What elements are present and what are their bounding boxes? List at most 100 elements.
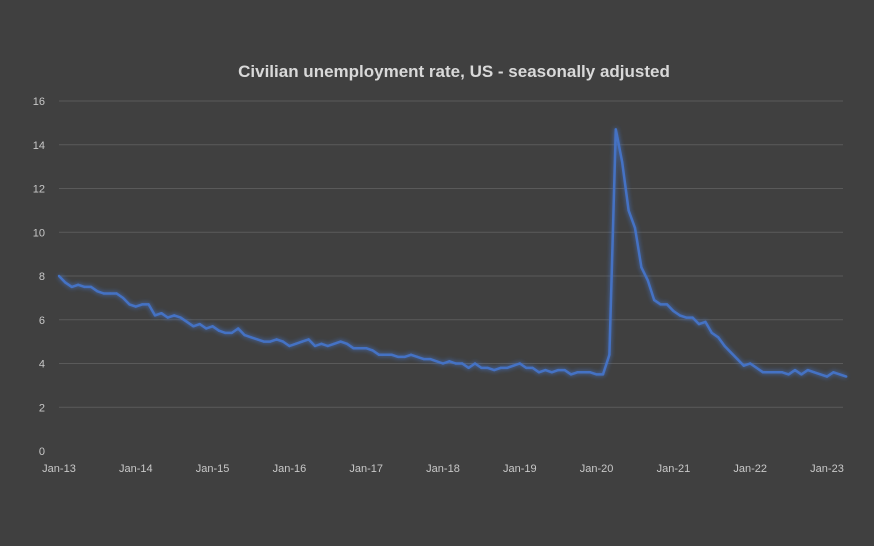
data-point [429, 357, 432, 361]
data-point [173, 314, 176, 317]
data-point [77, 283, 80, 286]
data-point [531, 366, 534, 370]
data-point [806, 368, 809, 372]
data-point [755, 366, 758, 370]
data-point [544, 368, 547, 372]
data-point [601, 373, 605, 376]
data-point [825, 375, 829, 378]
data-point [102, 292, 106, 295]
data-point [160, 312, 163, 315]
x-tick-label: Jan-21 [657, 463, 691, 475]
data-point [294, 342, 297, 345]
data-point [269, 340, 272, 343]
data-point [653, 298, 656, 302]
x-tick-label: Jan-16 [273, 463, 307, 475]
data-point [352, 347, 355, 350]
data-point [838, 373, 841, 376]
data-point [678, 314, 681, 317]
data-point [467, 366, 470, 370]
data-point [691, 316, 694, 319]
data-point [205, 327, 208, 330]
data-point [461, 362, 464, 365]
data-point [537, 371, 541, 374]
data-point [409, 353, 413, 356]
x-axis-ticks: Jan-13 Jan-14 Jan-15 Jan-16 Jan-17 Jan-18 Jan-… [42, 463, 844, 475]
data-point [499, 366, 502, 370]
data-point [793, 368, 797, 372]
x-tick-label: Jan-20 [580, 463, 614, 475]
data-point [672, 309, 675, 313]
data-point [224, 331, 227, 335]
data-point [249, 336, 253, 339]
data-point [685, 316, 688, 319]
data-point [435, 360, 438, 363]
data-point [339, 340, 342, 343]
data-point [217, 329, 221, 332]
data-point [384, 353, 387, 356]
data-point [550, 371, 553, 374]
data-point [377, 353, 381, 356]
data-point [192, 325, 195, 328]
data-point [729, 351, 733, 354]
data-point [473, 362, 477, 365]
data-point [121, 296, 125, 300]
data-point [198, 322, 201, 326]
data-point [633, 226, 637, 230]
data-point [717, 336, 720, 339]
data-point [358, 347, 361, 350]
y-tick-label: 8 [39, 271, 45, 283]
data-point [608, 353, 611, 356]
unemployment-rate-line [58, 128, 847, 378]
data-point [57, 274, 61, 278]
data-point [512, 364, 515, 367]
data-point [147, 303, 150, 306]
data-point [281, 340, 285, 343]
x-tick-label: Jan-17 [349, 463, 383, 475]
data-point [83, 285, 86, 289]
data-point [237, 327, 240, 330]
chart-title: Civilian unemployment rate, US - seasona… [238, 62, 670, 81]
data-point [109, 292, 112, 295]
data-point [115, 292, 118, 295]
data-point [454, 362, 457, 365]
x-tick-label: Jan-14 [119, 463, 153, 475]
data-point [365, 347, 368, 350]
data-point [646, 279, 649, 282]
x-tick-label: Jan-19 [503, 463, 537, 475]
data-point [749, 362, 752, 365]
data-point [736, 357, 739, 361]
data-point [326, 344, 329, 348]
data-point [659, 303, 662, 306]
data-point [307, 338, 310, 341]
data-point [141, 303, 144, 306]
data-point [761, 371, 765, 374]
data-point [819, 373, 822, 376]
data-point [313, 344, 317, 348]
data-point [179, 316, 182, 319]
data-point [768, 371, 771, 374]
y-tick-label: 2 [39, 402, 45, 414]
data-point [813, 371, 816, 374]
data-point [128, 303, 131, 306]
data-point [665, 303, 669, 306]
data-point [621, 161, 624, 164]
data-point [441, 362, 445, 365]
data-point [627, 209, 630, 212]
data-point [640, 266, 643, 269]
x-tick-label: Jan-18 [426, 463, 460, 475]
data-point [211, 325, 214, 328]
data-point [153, 314, 157, 317]
data-point [448, 360, 451, 363]
data-point [569, 373, 573, 376]
data-point [134, 305, 137, 308]
data-point [422, 357, 425, 361]
data-point [710, 331, 713, 335]
y-axis-ticks: 0 2 4 6 8 10 12 14 16 [33, 96, 45, 458]
data-point [64, 281, 67, 284]
data-point [563, 368, 566, 372]
data-point [166, 316, 169, 319]
data-point [333, 342, 336, 345]
data-point [256, 338, 259, 341]
